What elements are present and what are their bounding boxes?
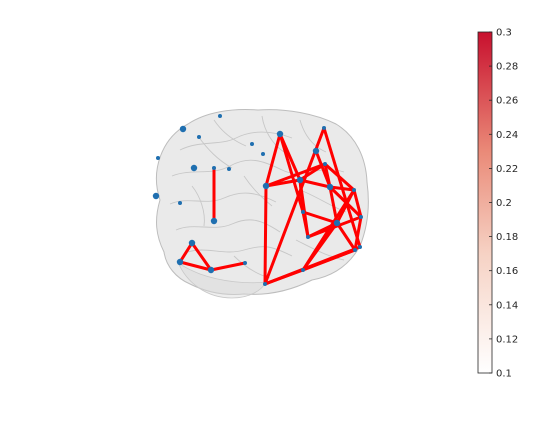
- network-node: [218, 114, 222, 118]
- colorbar-tick-label: 0.26: [496, 96, 518, 107]
- network-node: [261, 152, 265, 156]
- network-edge: [263, 184, 268, 286]
- network-node: [301, 268, 305, 272]
- network-node: [276, 130, 284, 138]
- network-node: [301, 210, 305, 214]
- colorbar-tick-label: 0.28: [496, 62, 518, 73]
- network-node: [306, 235, 310, 239]
- network-node: [152, 192, 160, 200]
- colorbar-tick-label: 0.12: [496, 334, 518, 345]
- network-node: [322, 126, 326, 130]
- colorbar-tick-label: 0.24: [496, 130, 518, 141]
- network-node: [156, 156, 160, 160]
- network-edge: [190, 241, 213, 272]
- network-node: [250, 142, 254, 146]
- network-edge: [278, 132, 305, 214]
- brain-outline: [156, 109, 369, 295]
- network-node: [178, 201, 182, 205]
- colorbar-ticks: 0.1 0.12 0.14 0.16 0.18 0.2 0.22 0.24 0.26 0.28 0.…: [489, 28, 518, 380]
- colorbar-tick-label: 0.2: [496, 198, 512, 209]
- colorbar-tick-label: 0.14: [496, 300, 518, 311]
- network-node: [263, 282, 267, 286]
- network-node: [207, 266, 215, 274]
- network-edge: [264, 162, 327, 188]
- colorbar-tick-label: 0.16: [496, 266, 518, 277]
- network-node: [190, 164, 198, 172]
- colorbar-tick-label: 0.22: [496, 164, 518, 175]
- colorbar: 0.1 0.12 0.14 0.16 0.18 0.2 0.22 0.24 0.26 0.28 0.…: [477, 28, 518, 380]
- network-node: [197, 135, 201, 139]
- network-node: [296, 176, 304, 184]
- network-node: [179, 125, 187, 133]
- network-node: [333, 219, 341, 227]
- network-node: [312, 147, 320, 155]
- network-node: [212, 166, 216, 170]
- network-edge: [178, 241, 194, 264]
- network-edge: [301, 210, 310, 239]
- network-node: [176, 258, 184, 266]
- brain-surface: [156, 109, 369, 299]
- colorbar-tick-label: 0.18: [496, 232, 518, 243]
- network-node: [353, 248, 357, 252]
- network-node: [227, 167, 231, 171]
- network-node: [210, 217, 218, 225]
- network-edge: [301, 210, 339, 225]
- network-edge: [322, 126, 362, 249]
- colorbar-tick-label: 0.3: [496, 28, 512, 39]
- network-edge: [178, 260, 213, 272]
- network-node: [262, 182, 270, 190]
- network-node: [359, 215, 363, 219]
- network-node: [323, 162, 327, 166]
- network-edges: [178, 126, 363, 286]
- network-edge: [352, 188, 363, 219]
- network-node: [352, 188, 356, 192]
- network-node: [243, 261, 247, 265]
- network-node: [188, 239, 196, 247]
- network-nodes: [152, 114, 363, 286]
- network-edge: [335, 221, 357, 252]
- network-edge: [264, 132, 282, 188]
- colorbar-tick-label: 0.1: [496, 369, 512, 380]
- network-edge: [263, 126, 326, 286]
- network-edge: [263, 245, 362, 286]
- network-edge: [314, 149, 332, 189]
- network-edge: [301, 221, 339, 272]
- network-edge: [353, 215, 363, 252]
- network-node: [358, 245, 362, 249]
- network-node: [326, 183, 334, 191]
- network-edge: [209, 261, 247, 272]
